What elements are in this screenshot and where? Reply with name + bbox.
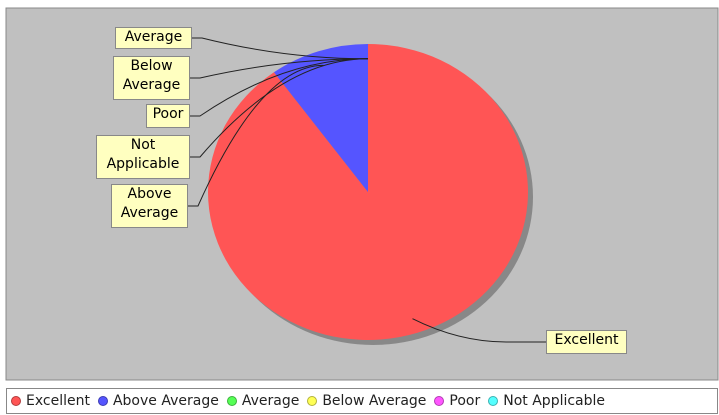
legend-item: Below Average: [307, 393, 426, 409]
legend-item: Poor: [434, 393, 480, 409]
slice-label: Above Average: [111, 184, 188, 228]
slice-label: Poor: [146, 104, 190, 128]
legend-item: Average: [226, 393, 300, 409]
legend-swatch: [226, 396, 237, 406]
slice-label: Not Applicable: [96, 135, 190, 179]
legend-item: Excellent: [11, 393, 90, 409]
leader-line: [190, 58, 369, 158]
leader-line: [190, 58, 369, 117]
legend-item: Not Applicable: [488, 393, 605, 409]
pie-slice: [273, 43, 368, 192]
leader-line: [190, 58, 369, 79]
legend-label: Average: [241, 393, 300, 409]
legend-label: Below Average: [322, 393, 427, 409]
legend-label: Not Applicable: [503, 393, 606, 409]
legend: Excellent Above Average Average Below Avera…: [6, 388, 718, 414]
leader-line: [192, 37, 369, 60]
legend-swatch: [97, 396, 108, 406]
legend-item: Above Average: [97, 393, 219, 409]
leader-line: [188, 64, 324, 207]
legend-label: Poor: [449, 393, 481, 409]
legend-swatch: [307, 396, 318, 406]
legend-swatch: [488, 396, 499, 406]
leader-line: [412, 318, 546, 343]
legend-label: Excellent: [26, 393, 90, 409]
legend-label: Above Average: [112, 393, 219, 409]
slice-label: Average: [115, 27, 192, 49]
legend-swatch: [434, 396, 445, 406]
legend-swatch: [11, 396, 21, 406]
slice-label: Excellent: [546, 330, 627, 354]
slice-label: Below Average: [113, 56, 190, 100]
